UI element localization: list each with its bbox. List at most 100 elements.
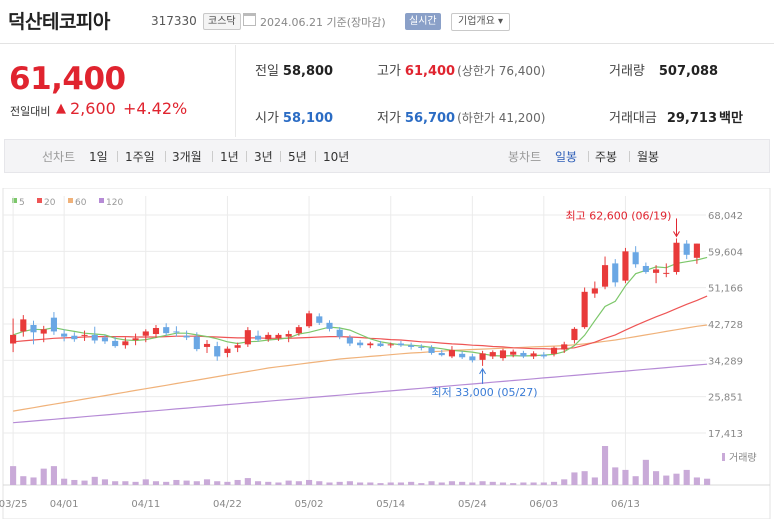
x-tick-label: 04/11 <box>131 499 160 510</box>
corp-info-dropdown[interactable]: 기업개요 ▾ <box>451 13 511 31</box>
open-price: 시가 58,100 <box>255 111 334 126</box>
candle-body <box>101 337 109 342</box>
volume-bar <box>203 479 211 485</box>
low-price: 저가 56,700 (하한가 41,200) <box>377 111 546 126</box>
volume: 거래량 507,088 <box>609 64 719 79</box>
candle-body <box>163 327 170 334</box>
volume-bar <box>306 479 313 485</box>
period-1y[interactable]: 1년 <box>220 150 239 164</box>
stock-name[interactable]: 덕산테코피아 <box>8 11 110 33</box>
separator <box>165 151 166 162</box>
chevron-down-icon: ▾ <box>498 16 504 27</box>
x-tick-label: 06/03 <box>529 499 558 510</box>
volume-bar <box>387 482 394 485</box>
period-1d[interactable]: 1일 <box>89 150 108 164</box>
line-chart-tab[interactable]: 선차트 <box>42 150 76 164</box>
legend-swatch <box>68 198 73 203</box>
volume-bar <box>397 482 404 485</box>
x-tick-label: 06/13 <box>611 499 640 510</box>
volume-bar <box>10 466 17 485</box>
candle-body <box>581 291 588 328</box>
candle-body <box>112 340 119 347</box>
legend-label: 120 <box>106 198 123 208</box>
volume-bar <box>591 477 598 485</box>
candle-weekly[interactable]: 주봉 <box>595 150 618 164</box>
candle-body <box>40 329 47 334</box>
candle-body <box>540 354 547 357</box>
volume-bar <box>61 478 68 485</box>
candle-monthly[interactable]: 월봉 <box>637 150 660 164</box>
candle-body <box>499 350 507 359</box>
volume-bar <box>479 481 486 485</box>
candle-body <box>265 334 272 340</box>
ma5-line <box>12 256 708 357</box>
candle-body <box>132 338 139 341</box>
max-price-annotation: 최고 62,600 (06/19) <box>565 209 671 222</box>
volume-bar <box>550 481 558 485</box>
y-tick-label: 17,413 <box>708 429 743 440</box>
ma120-line <box>13 363 708 424</box>
candle-body <box>306 313 313 327</box>
y-tick-label: 59,604 <box>708 247 743 258</box>
volume-bar <box>704 478 711 485</box>
period-3y[interactable]: 3년 <box>254 150 273 164</box>
legend-swatch <box>99 198 104 203</box>
volume-bar <box>214 481 221 485</box>
volume-bar <box>132 481 139 485</box>
x-tick-label: 05/02 <box>295 499 324 510</box>
separator <box>588 151 589 162</box>
candle-body <box>316 316 323 323</box>
candle-body <box>550 347 558 354</box>
candle-body <box>122 341 129 346</box>
up-arrow-icon: ▲ <box>56 101 66 116</box>
candle-body <box>214 346 221 357</box>
candle-body <box>285 334 292 337</box>
candle-body <box>448 349 456 357</box>
volume-bar <box>244 478 251 485</box>
min-price-annotation: 최저 33,000 (05/27) <box>432 386 538 399</box>
candle-body <box>224 348 231 353</box>
candle-body <box>142 331 149 336</box>
realtime-button[interactable]: 실시간 <box>405 13 441 30</box>
y-tick-label: 68,042 <box>708 211 743 222</box>
stock-header: 덕산테코피아 317330 코스닥 2024.06.21 기준(장마감) 실시간… <box>0 0 774 44</box>
candle-body <box>469 356 476 361</box>
period-3m[interactable]: 3개월 <box>172 150 202 164</box>
max-arrow-head <box>673 231 680 238</box>
candle-chart-tab[interactable]: 봉차트 <box>508 150 542 164</box>
candle-body <box>203 343 211 347</box>
candle-body <box>683 243 690 255</box>
legend-label: 60 <box>75 198 87 208</box>
prev-close: 전일 58,800 <box>255 64 334 79</box>
volume-bar <box>142 479 149 485</box>
trade-amount: 거래대금 29,713 백만 <box>609 111 743 126</box>
volume-bar <box>408 481 415 485</box>
volume-bar <box>663 475 670 485</box>
volume-bar <box>377 483 384 485</box>
volume-bar <box>367 482 374 485</box>
candle-body <box>489 352 496 357</box>
y-tick-label: 25,851 <box>708 393 743 404</box>
candle-body <box>367 343 374 346</box>
volume-bar <box>122 481 129 485</box>
volume-bar <box>71 479 78 485</box>
candlestick-chart[interactable]: 5 20 60 120 68,042 59,604 51,166 42,728 34,289 25… <box>0 188 774 519</box>
volume-legend-swatch <box>722 453 725 461</box>
x-tick-label: 05/14 <box>376 499 405 510</box>
candle-body <box>438 352 445 356</box>
volume-bar <box>173 479 180 485</box>
candle-daily[interactable]: 일봉 <box>555 150 578 164</box>
candle-body <box>479 353 486 360</box>
period-5y[interactable]: 5년 <box>288 150 307 164</box>
period-1w[interactable]: 1주일 <box>125 150 155 164</box>
x-tick-label: 05/24 <box>458 499 487 510</box>
candle-body <box>81 334 88 336</box>
volume-bar <box>40 468 47 485</box>
period-10y[interactable]: 10년 <box>323 150 350 164</box>
high-price: 고가 61,400 (상한가 76,400) <box>377 64 546 79</box>
candle-body <box>357 342 364 346</box>
candle-body <box>71 335 78 340</box>
legend-label: 5 <box>19 198 25 208</box>
candle-body <box>377 343 384 347</box>
